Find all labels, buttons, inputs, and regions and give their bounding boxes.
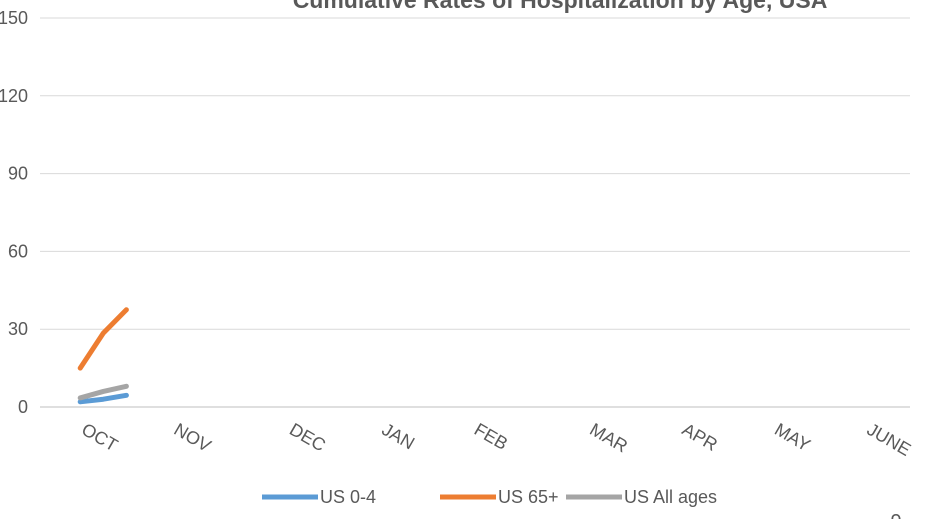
line-series: [77, 383, 129, 401]
line-series: [77, 392, 129, 405]
x-tick-label: OCT: [78, 419, 121, 455]
x-tick-label: JAN: [379, 419, 418, 453]
x-tick-label: APR: [679, 419, 721, 455]
x-tick-label: MAY: [771, 419, 814, 455]
chart-title: Cumulative Rates of Hospitalization by A…: [293, 0, 828, 13]
page-number: 9: [890, 511, 901, 519]
x-tick-label: FEB: [471, 419, 511, 454]
line-series: [77, 307, 129, 371]
x-tick-label: JUNE: [864, 419, 915, 460]
y-tick-label: 150: [0, 8, 28, 28]
legend-label: US 0-4: [320, 487, 376, 507]
y-tick-label: 0: [18, 397, 28, 417]
legend-label: US 65+: [498, 487, 559, 507]
x-tick-label: DEC: [286, 419, 329, 455]
legend-label: US All ages: [624, 487, 717, 507]
x-tick-label: MAR: [586, 419, 631, 456]
y-tick-label: 90: [8, 164, 28, 184]
y-tick-label: 30: [8, 319, 28, 339]
y-tick-label: 60: [8, 241, 28, 261]
x-tick-label: NOV: [171, 419, 215, 456]
y-tick-label: 120: [0, 86, 28, 106]
